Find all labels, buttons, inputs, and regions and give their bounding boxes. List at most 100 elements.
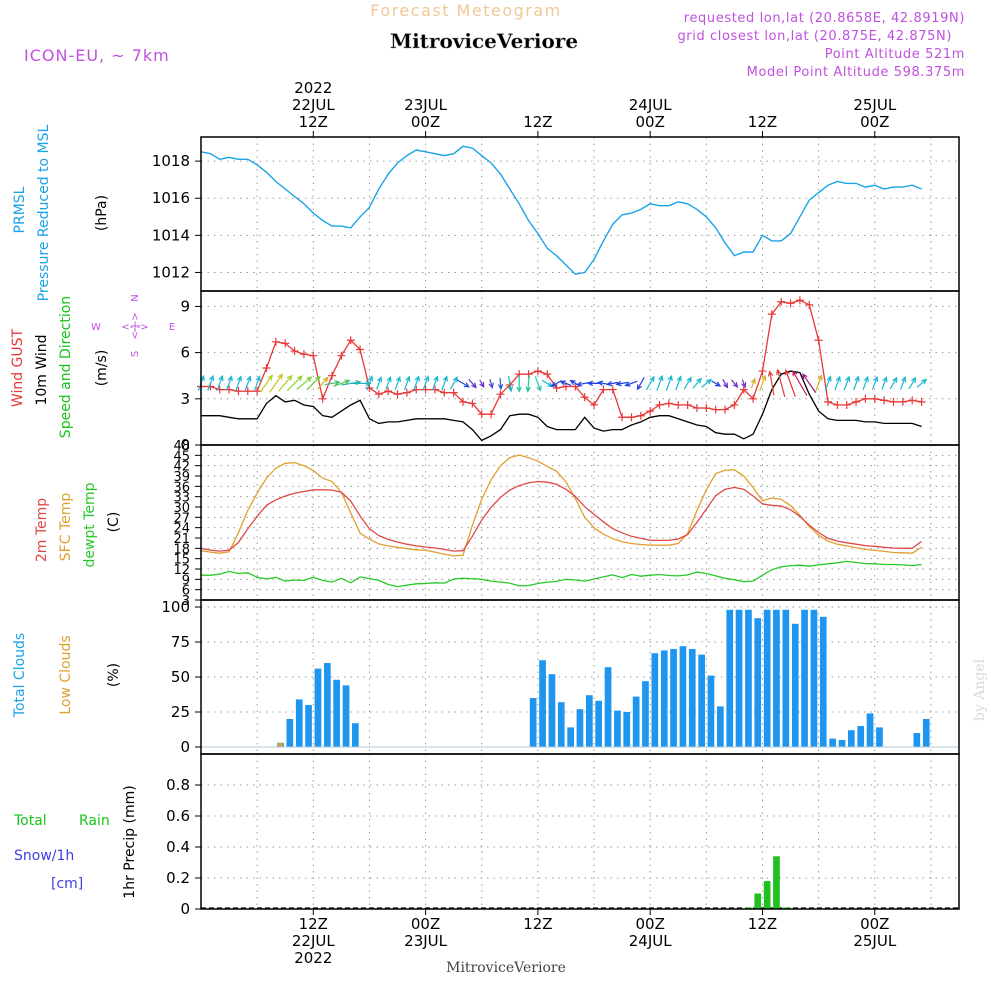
wind-direction-arrow bbox=[624, 380, 638, 387]
wind-panel: 0 3 6 9 bbox=[180, 290, 960, 454]
y-tick-label: 33 bbox=[173, 491, 190, 506]
time-tick-label: 12Z bbox=[299, 113, 328, 131]
gust-marker bbox=[393, 390, 402, 399]
total-cloud-bar bbox=[642, 681, 649, 747]
y-tick-label: 0.4 bbox=[166, 838, 190, 856]
wind-direction-arrow bbox=[403, 375, 411, 391]
y-tick-label: 6 bbox=[182, 584, 190, 599]
wind-direction-arrow bbox=[759, 374, 767, 392]
gust-marker bbox=[664, 399, 673, 408]
gust-marker bbox=[496, 390, 505, 399]
gust-marker bbox=[627, 413, 636, 422]
gust-marker bbox=[533, 367, 542, 376]
total-cloud-bar bbox=[745, 609, 752, 747]
wind-direction-arrow bbox=[916, 378, 928, 388]
compass-vertical-arrow: <-|-> bbox=[130, 312, 141, 339]
total-cloud-bar bbox=[763, 609, 771, 747]
precip-bar bbox=[773, 856, 780, 909]
y-tick-label: 0.6 bbox=[166, 807, 190, 825]
gust-marker bbox=[468, 399, 477, 408]
wind-direction-arrow bbox=[296, 376, 313, 390]
total-cloud-bar bbox=[651, 653, 659, 747]
closest-coords: grid closest lon,lat (20.875E, 42.875N) bbox=[677, 29, 952, 44]
precip-snow-unit: [cm] bbox=[51, 876, 83, 892]
precip-labels: Total Rain Snow/1h [cm] 1hr Precip (mm) bbox=[13, 785, 138, 898]
wind-direction-arrow bbox=[853, 375, 860, 391]
y-tick-label: 0 bbox=[180, 436, 190, 454]
wind-direction-arrow bbox=[306, 375, 321, 391]
time-tick-label: 12Z bbox=[299, 915, 328, 933]
gust-marker bbox=[702, 404, 711, 413]
wind-direction-arrow bbox=[824, 375, 832, 391]
y-tick-label: 39 bbox=[173, 470, 190, 485]
gust-marker bbox=[880, 396, 889, 405]
wind-direction-arrow bbox=[889, 376, 898, 390]
gust-marker bbox=[599, 385, 608, 394]
time-tick-label: 23JUL bbox=[404, 932, 447, 950]
temp-labels: 2m Temp SFC Temp dewpt Temp (C) bbox=[34, 482, 122, 567]
pressure-label-desc: Pressure Reduced to MSL bbox=[36, 124, 52, 301]
panel-border bbox=[200, 444, 960, 601]
gust-marker bbox=[749, 394, 758, 403]
gust-marker bbox=[730, 400, 739, 409]
total-cloud-bar bbox=[623, 712, 631, 747]
wind-direction-label: Speed and Direction bbox=[58, 296, 74, 438]
gust-marker bbox=[318, 394, 327, 403]
wind-direction-arrow bbox=[683, 376, 692, 390]
y-tick-label: 50 bbox=[171, 668, 190, 686]
wind-direction-arrow bbox=[449, 376, 458, 390]
total-cloud-bar bbox=[286, 719, 294, 747]
wind-direction-arrow bbox=[665, 374, 673, 391]
y-tick-label: 12 bbox=[173, 563, 190, 578]
wind-direction-arrow bbox=[468, 378, 477, 389]
y-tick-label: 3 bbox=[182, 594, 190, 609]
y-tick-label: 0.8 bbox=[166, 776, 190, 794]
gust-marker bbox=[739, 385, 748, 394]
gust-marker bbox=[449, 388, 458, 397]
wind-direction-arrow bbox=[636, 377, 645, 391]
total-cloud-bar bbox=[632, 696, 640, 747]
y-tick-label: 18 bbox=[173, 542, 190, 557]
time-tick-label: 25JUL bbox=[853, 932, 896, 950]
gust-marker bbox=[721, 405, 730, 414]
wind-direction-arrow bbox=[586, 380, 600, 387]
total-cloud-bar bbox=[801, 609, 808, 747]
cloud-unit: (%) bbox=[106, 663, 122, 687]
total-cloud-bar bbox=[567, 727, 574, 747]
wind-unit: (m/s) bbox=[94, 350, 110, 387]
wind-direction-arrow bbox=[701, 378, 712, 388]
total-cloud-bar bbox=[773, 609, 780, 747]
wind-direction-arrow bbox=[815, 374, 823, 392]
wind-direction-arrow bbox=[278, 374, 293, 392]
gust-marker bbox=[234, 387, 243, 396]
precip-bar bbox=[763, 881, 771, 909]
pressure-unit: (hPa) bbox=[94, 195, 110, 231]
time-tick-label: 12Z bbox=[523, 113, 552, 131]
time-tick-label: 00Z bbox=[635, 113, 664, 131]
t2m-label: 2m Temp bbox=[34, 498, 50, 562]
gust-marker bbox=[861, 394, 870, 403]
total-cloud-bar bbox=[782, 609, 790, 747]
wind-direction-arrow bbox=[216, 374, 224, 391]
gust-marker bbox=[543, 370, 552, 379]
super-title: Forecast Meteogram bbox=[370, 1, 561, 20]
time-tick-label: 12Z bbox=[748, 113, 777, 131]
wind-direction-arrow bbox=[385, 375, 392, 390]
total-cloud-bar bbox=[791, 623, 799, 747]
station-title: MitroviceVeriore bbox=[390, 29, 578, 53]
wind-direction-arrow bbox=[488, 378, 494, 390]
total-cloud-bar bbox=[557, 702, 565, 747]
gust-marker bbox=[646, 407, 655, 416]
total-cloud-bar bbox=[305, 705, 312, 747]
y-tick-label: 42 bbox=[173, 460, 190, 475]
wind-direction-arrow bbox=[741, 379, 747, 389]
y-tick-label: 75 bbox=[171, 633, 190, 651]
gust-marker bbox=[870, 394, 879, 403]
total-cloud-bar bbox=[754, 618, 762, 747]
panel-border bbox=[200, 290, 960, 446]
gust-marker bbox=[777, 297, 786, 306]
gust-marker bbox=[898, 397, 907, 406]
gust-marker bbox=[636, 411, 645, 420]
y-tick-label: 36 bbox=[173, 480, 190, 495]
